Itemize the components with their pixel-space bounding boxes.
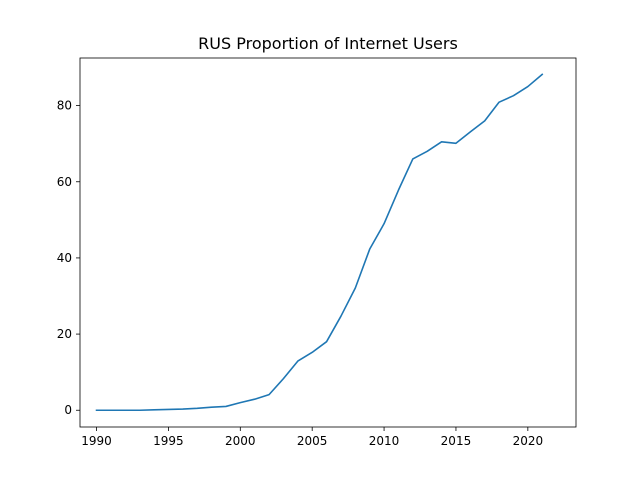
chart-title: RUS Proportion of Internet Users [198,34,458,53]
x-tick-label: 2005 [297,434,328,448]
x-tick-label: 2020 [513,434,544,448]
y-tick-label: 80 [57,99,72,113]
y-tick-label: 60 [57,175,72,189]
y-tick-label: 40 [57,251,72,265]
y-tick-label: 0 [64,403,72,417]
series-line [95,73,544,412]
axes-frame [79,57,577,428]
x-tick-label: 2015 [441,434,472,448]
x-tick-label: 2010 [369,434,400,448]
y-tick-label: 20 [57,327,72,341]
plot-area: 1990 1995 2000 2005 2010 2015 2020 0 20 40 60 80 [57,57,577,448]
x-tick-label: 1995 [153,434,184,448]
x-tick-label: 2000 [225,434,256,448]
x-tick-label: 1990 [81,434,112,448]
